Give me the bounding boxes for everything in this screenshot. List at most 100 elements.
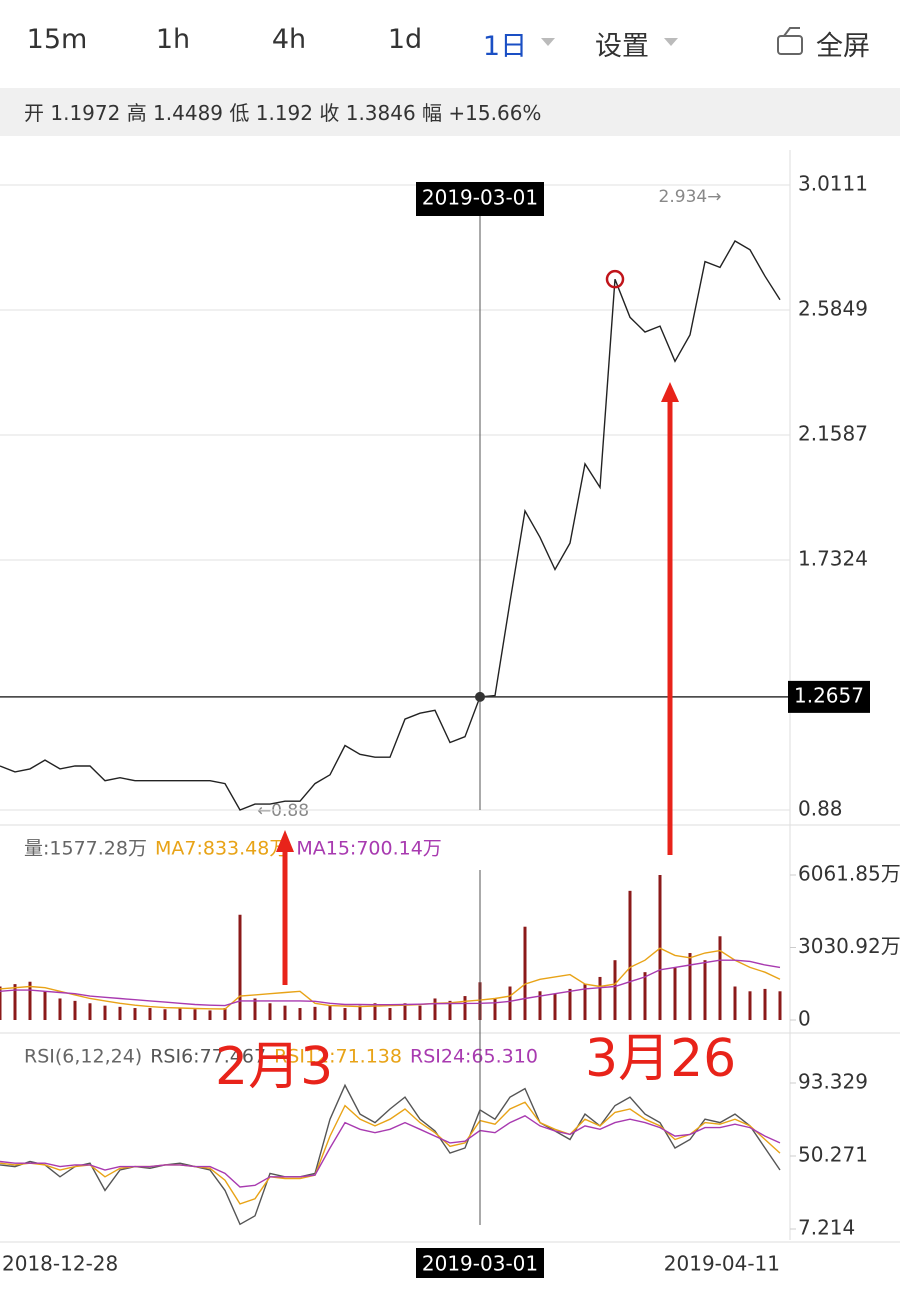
volume-bar bbox=[253, 998, 257, 1020]
volume-bar bbox=[343, 1008, 347, 1020]
volume-bar bbox=[118, 1006, 122, 1020]
series-line bbox=[0, 947, 781, 1010]
volume-bar bbox=[223, 1008, 227, 1020]
panel-header: RSI12:71.138 bbox=[274, 1046, 402, 1068]
volume-bar bbox=[358, 1005, 362, 1020]
y-tick-label: 6061.85万 bbox=[798, 862, 900, 886]
series-line bbox=[0, 1115, 781, 1188]
volume-bar bbox=[103, 1005, 107, 1020]
y-tick-label: 0 bbox=[798, 1007, 811, 1031]
volume-bar bbox=[268, 1003, 272, 1020]
volume-bar bbox=[583, 984, 587, 1020]
volume-bar bbox=[403, 1003, 407, 1020]
panel-header: RSI6:77.467 bbox=[150, 1046, 266, 1068]
volume-bar bbox=[643, 972, 647, 1020]
volume-bar bbox=[763, 988, 767, 1020]
volume-bar bbox=[628, 890, 632, 1020]
volume-bar bbox=[58, 998, 62, 1020]
crosshair-date: 2019-03-01 bbox=[422, 186, 538, 210]
volume-bar bbox=[28, 981, 32, 1020]
series-line bbox=[0, 1083, 781, 1226]
y-tick-label: 1.7324 bbox=[798, 547, 868, 571]
volume-bar bbox=[238, 914, 242, 1020]
volume-bar bbox=[193, 1009, 197, 1020]
series-line bbox=[0, 959, 781, 1007]
arrow-head bbox=[276, 830, 294, 852]
annotation: 2月3 bbox=[215, 1037, 333, 1097]
volume-bar bbox=[703, 960, 707, 1020]
volume-bar bbox=[133, 1008, 137, 1020]
crosshair-dot bbox=[475, 691, 485, 702]
volume-bar bbox=[523, 926, 527, 1020]
tab[interactable]: 15m bbox=[26, 24, 88, 55]
panel-header: MA7:833.48万 bbox=[155, 838, 288, 860]
series-line bbox=[0, 240, 781, 811]
x-tick-label: 2018-12-28 bbox=[2, 1252, 118, 1276]
volume-bar bbox=[448, 1000, 452, 1020]
crosshair-date-box bbox=[416, 182, 544, 216]
volume-bar bbox=[283, 1005, 287, 1020]
x-label-box bbox=[416, 1248, 544, 1278]
min-label: ←0.88 bbox=[257, 801, 309, 821]
tab[interactable]: 设置 bbox=[595, 31, 649, 62]
volume-bar bbox=[778, 991, 782, 1020]
highlight-circle bbox=[605, 269, 625, 289]
y-tick-label: 2.1587 bbox=[798, 421, 868, 445]
volume-bar bbox=[313, 1006, 317, 1020]
volume-bar bbox=[328, 1005, 332, 1020]
volume-bar bbox=[418, 1005, 422, 1020]
panel-header: MA15:700.14万 bbox=[296, 838, 441, 860]
panel-header: 量:1577.28万 bbox=[24, 838, 147, 860]
y-tick-label: 2.5849 bbox=[798, 296, 868, 320]
volume-bar bbox=[298, 1008, 302, 1020]
volume-bar bbox=[463, 996, 467, 1020]
y-tick-label: 93.329 bbox=[798, 1070, 868, 1094]
volume-bar bbox=[613, 960, 617, 1020]
volume-bar bbox=[373, 1003, 377, 1020]
volume-bar bbox=[148, 1008, 152, 1020]
crosshair-value: 1.2657 bbox=[794, 683, 864, 707]
series-line bbox=[0, 1101, 781, 1205]
volume-bar bbox=[538, 991, 542, 1020]
volume-bar bbox=[178, 1008, 182, 1020]
x-tick-label: 2019-03-01 bbox=[422, 1252, 538, 1276]
tab[interactable]: 1d bbox=[387, 24, 423, 55]
max-label: 2.934→ bbox=[659, 187, 722, 207]
volume-bar bbox=[388, 1008, 392, 1020]
volume-bar bbox=[508, 986, 512, 1020]
volume-bar bbox=[208, 1010, 212, 1020]
volume-bar bbox=[13, 984, 17, 1020]
volume-bar bbox=[163, 1009, 167, 1020]
tab[interactable]: 4h bbox=[271, 24, 307, 55]
volume-bar bbox=[598, 976, 602, 1020]
volume-bar bbox=[553, 993, 557, 1020]
volume-bar bbox=[0, 986, 2, 1020]
y-tick-label: 3030.92万 bbox=[798, 934, 900, 958]
volume-bar bbox=[673, 967, 677, 1020]
annotation: 3月26 bbox=[585, 1029, 736, 1089]
y-tick-label: 7.214 bbox=[798, 1216, 855, 1240]
volume-bar bbox=[688, 953, 692, 1020]
volume-bar bbox=[733, 986, 737, 1020]
crosshair-value-box bbox=[788, 680, 870, 713]
volume-bar bbox=[718, 936, 722, 1020]
x-tick-label: 2019-04-11 bbox=[664, 1252, 780, 1276]
volume-bar bbox=[73, 1000, 77, 1020]
ohlc-info: 开 1.1972 高 1.4489 低 1.192 收 1.3846 幅 +15… bbox=[0, 88, 900, 136]
volume-bar bbox=[493, 998, 497, 1020]
volume-bar bbox=[88, 1003, 92, 1020]
arrow-head bbox=[661, 382, 679, 402]
fullscreen[interactable]: 全屏 bbox=[816, 31, 870, 62]
tab-active[interactable]: 1日 bbox=[482, 31, 528, 62]
volume-bar bbox=[433, 998, 437, 1020]
y-tick-label: 50.271 bbox=[798, 1143, 868, 1167]
volume-bar bbox=[43, 991, 47, 1020]
tab[interactable]: 1h bbox=[155, 24, 191, 55]
y-tick-label: 0.88 bbox=[798, 797, 843, 821]
volume-bar bbox=[568, 988, 572, 1020]
panel-header: RSI(6,12,24) bbox=[24, 1046, 142, 1068]
volume-bar bbox=[748, 991, 752, 1020]
y-tick-label: 3.0111 bbox=[798, 172, 868, 196]
